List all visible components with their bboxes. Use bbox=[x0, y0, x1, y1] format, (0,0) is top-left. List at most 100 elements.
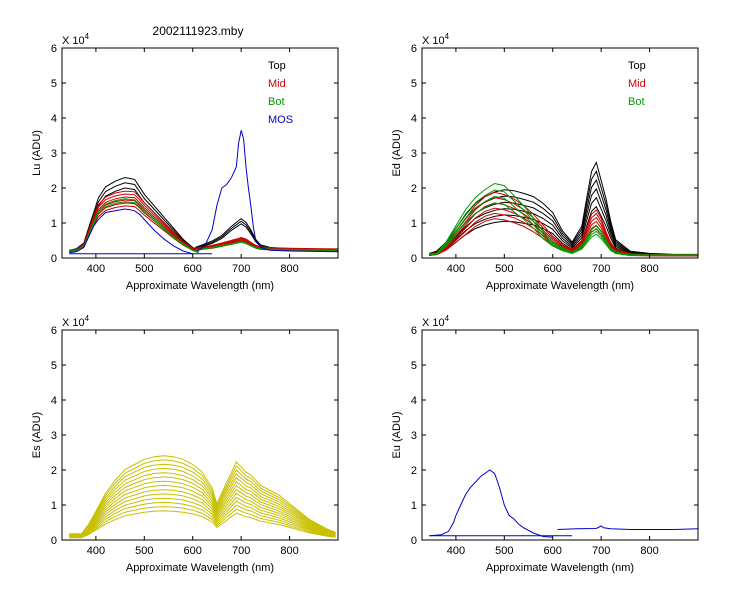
es-series-group bbox=[69, 455, 336, 539]
eu-axis-multiplier-exponent: 4 bbox=[445, 314, 450, 323]
eu-ytick-label: 0 bbox=[411, 535, 417, 547]
lu-y-axis-title: Lu (ADU) bbox=[31, 130, 43, 176]
lu-chart: 400 500 600 700 800 0 1 2 3 4 5 6 X 104 Approximate W… bbox=[31, 32, 339, 292]
es-ytick-label: 1 bbox=[51, 500, 57, 512]
es-y-axis-title: Es (ADU) bbox=[31, 412, 43, 458]
ed-legend-top: Top bbox=[628, 60, 646, 72]
lu-series-mos-line bbox=[69, 208, 193, 255]
eu-xtick-label: 500 bbox=[495, 545, 513, 557]
ed-chart: 400 500 600 700 800 0 1 2 3 4 5 6 X 104 Approximate W… bbox=[391, 32, 699, 292]
ed-legend-bot: Bot bbox=[628, 96, 645, 108]
es-series-es-line bbox=[69, 506, 336, 538]
lu-ytick-label: 5 bbox=[51, 78, 57, 90]
eu-ytick-label: 1 bbox=[411, 500, 417, 512]
eu-xtick-label: 700 bbox=[592, 545, 610, 557]
eu-plot-frame bbox=[421, 329, 699, 541]
es-ytick-label: 3 bbox=[51, 430, 57, 442]
lu-axis-multiplier-exponent: 4 bbox=[85, 32, 90, 41]
lu-series-bot-line bbox=[69, 198, 199, 253]
es-xtick-label: 600 bbox=[184, 545, 202, 557]
eu-ytick-label: 6 bbox=[411, 325, 417, 337]
eu-xtick-label: 800 bbox=[640, 545, 658, 557]
lu-x-axis-title: Approximate Wavelength (nm) bbox=[126, 280, 274, 292]
lu-legend-bot: Bot bbox=[268, 96, 285, 108]
ed-series-mid-line bbox=[429, 191, 698, 255]
es-ytick-label: 0 bbox=[51, 535, 57, 547]
eu-xtick-label: 600 bbox=[544, 545, 562, 557]
es-xtick-label: 800 bbox=[280, 545, 298, 557]
ed-xtick-label: 400 bbox=[447, 263, 465, 275]
eu-x-axis-title: Approximate Wavelength (nm) bbox=[486, 562, 634, 574]
es-axis-multiplier-exponent: 4 bbox=[85, 314, 90, 323]
eu-ytick-label: 2 bbox=[411, 465, 417, 477]
es-series-es-line bbox=[69, 459, 336, 535]
ed-y-axis-title: Ed (ADU) bbox=[391, 129, 403, 176]
ed-ytick-label: 2 bbox=[411, 183, 417, 195]
ed-xtick-label: 600 bbox=[544, 263, 562, 275]
ed-ytick-label: 0 bbox=[411, 253, 417, 265]
eu-y-axis-title: Eu (ADU) bbox=[391, 411, 403, 458]
lu-xtick-label: 700 bbox=[232, 263, 250, 275]
lu-xtick-label: 800 bbox=[280, 263, 298, 275]
lu-ytick-label: 2 bbox=[51, 183, 57, 195]
es-xtick-label: 700 bbox=[232, 545, 250, 557]
lu-series-mid-line bbox=[195, 236, 338, 250]
ed-series-top-line bbox=[429, 205, 698, 257]
ed-axis-multiplier: X 104 bbox=[422, 32, 450, 47]
lu-ytick-label: 3 bbox=[51, 148, 57, 160]
es-series-es-line bbox=[69, 510, 336, 539]
es-series-es-line bbox=[69, 476, 336, 536]
lu-xtick-label: 600 bbox=[184, 263, 202, 275]
ed-ytick-label: 5 bbox=[411, 78, 417, 90]
es-series-es-line bbox=[69, 484, 336, 537]
ed-series-bot-line bbox=[429, 182, 698, 256]
lu-axis-multiplier: X 104 bbox=[62, 32, 90, 47]
lu-plot-frame bbox=[61, 47, 339, 259]
figure-title: 2002111923.mby bbox=[153, 24, 244, 38]
ed-axis-multiplier-exponent: 4 bbox=[445, 32, 450, 41]
ed-ytick-label: 1 bbox=[411, 218, 417, 230]
lu-ytick-label: 6 bbox=[51, 43, 57, 55]
lu-xtick-label: 500 bbox=[135, 263, 153, 275]
es-axis-multiplier: X 104 bbox=[62, 314, 90, 329]
lu-series-top-line bbox=[69, 176, 199, 251]
eu-xtick-label: 400 bbox=[447, 545, 465, 557]
ed-ytick-label: 6 bbox=[411, 43, 417, 55]
es-series-es-line bbox=[69, 493, 336, 538]
ed-ytick-label: 4 bbox=[411, 113, 417, 125]
lu-legend-mos: MOS bbox=[268, 114, 293, 126]
eu-series-eu-line bbox=[557, 525, 698, 530]
es-series-es-line bbox=[69, 463, 336, 535]
ed-xtick-label: 700 bbox=[592, 263, 610, 275]
lu-series-mid-line bbox=[69, 190, 199, 252]
lu-series-mid-line bbox=[69, 196, 199, 252]
es-series-es-line bbox=[69, 501, 336, 538]
lu-ytick-label: 0 bbox=[51, 253, 57, 265]
ed-xtick-label: 500 bbox=[495, 263, 513, 275]
es-series-es-line bbox=[69, 497, 336, 538]
eu-ytick-label: 5 bbox=[411, 360, 417, 372]
es-series-es-line bbox=[69, 472, 336, 536]
lu-legend-top: Top bbox=[268, 60, 286, 72]
es-series-es-line bbox=[69, 467, 336, 536]
ed-x-axis-title: Approximate Wavelength (nm) bbox=[486, 280, 634, 292]
es-series-es-line bbox=[69, 480, 336, 537]
eu-axis-multiplier: X 104 bbox=[422, 314, 450, 329]
lu-ytick-label: 1 bbox=[51, 218, 57, 230]
ed-series-bot-line bbox=[429, 202, 698, 257]
lu-xtick-label: 400 bbox=[87, 263, 105, 275]
lu-series-bot-line bbox=[195, 240, 338, 251]
es-x-axis-title: Approximate Wavelength (nm) bbox=[126, 562, 274, 574]
es-xtick-label: 400 bbox=[87, 545, 105, 557]
lu-series-mid-line bbox=[69, 199, 199, 253]
lu-series-group bbox=[69, 130, 338, 255]
ed-series-mid-line bbox=[429, 197, 698, 256]
es-ytick-label: 4 bbox=[51, 395, 57, 407]
eu-series-eu-line bbox=[429, 469, 553, 538]
es-chart: 400 500 600 700 800 0 1 2 3 4 5 6 X 104 Approximate W… bbox=[31, 314, 339, 574]
es-series-es-line bbox=[69, 489, 336, 537]
ed-series-bot-line bbox=[429, 195, 698, 256]
lu-ytick-label: 4 bbox=[51, 113, 57, 125]
lu-legend-mid: Mid bbox=[268, 78, 286, 90]
